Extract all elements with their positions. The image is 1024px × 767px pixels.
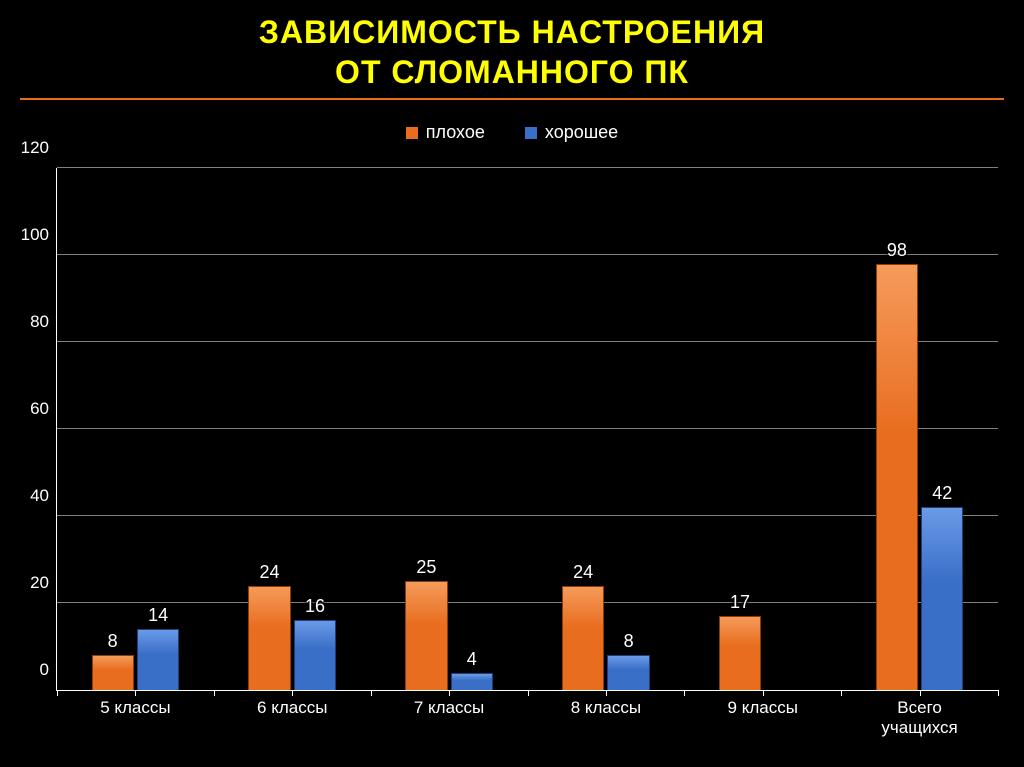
y-tick-label: 120 <box>21 138 57 158</box>
bar: 4 <box>451 673 493 690</box>
gridline <box>57 254 998 255</box>
gridline <box>57 167 998 168</box>
gridline <box>57 341 998 342</box>
legend-label-0: плохое <box>426 122 485 143</box>
bar-value-label: 4 <box>467 649 477 674</box>
title-line-1: ЗАВИСИМОСТЬ НАСТРОЕНИЯ <box>0 12 1024 52</box>
x-tick-label: 7 классы <box>414 690 484 718</box>
bar: 8 <box>607 655 649 690</box>
plot-area: 0204060801001205 классы8146 классы24167 … <box>56 168 998 691</box>
gridline <box>57 515 998 516</box>
x-tick-mark-boundary <box>371 690 372 696</box>
bar: 14 <box>137 629 179 690</box>
bar-value-label: 25 <box>416 557 436 582</box>
bar-value-label: 98 <box>887 240 907 265</box>
x-tick-label: 9 классы <box>728 690 798 718</box>
x-tick-mark-boundary <box>998 690 999 696</box>
bar-value-label: 8 <box>108 631 118 656</box>
title-region: ЗАВИСИМОСТЬ НАСТРОЕНИЯ ОТ СЛОМАННОГО ПК <box>0 0 1024 108</box>
bar: 98 <box>876 264 918 690</box>
x-tick-mark-boundary <box>684 690 685 696</box>
legend-swatch-0 <box>406 127 418 139</box>
x-tick-label: 5 классы <box>100 690 170 718</box>
title-underline <box>20 98 1004 100</box>
chart: 0204060801001205 классы8146 классы24167 … <box>14 160 1008 749</box>
bar-value-label: 16 <box>305 596 325 621</box>
x-tick-label: 8 классы <box>571 690 641 718</box>
y-tick-label: 100 <box>21 225 57 245</box>
bar: 17 <box>719 616 761 690</box>
y-tick-label: 0 <box>40 660 57 680</box>
y-tick-label: 80 <box>30 312 57 332</box>
legend-label-1: хорошее <box>545 122 618 143</box>
bar: 16 <box>294 620 336 690</box>
legend: плохое хорошее <box>0 122 1024 143</box>
bar-value-label: 42 <box>932 483 952 508</box>
bar-value-label: 24 <box>259 562 279 587</box>
y-tick-label: 60 <box>30 399 57 419</box>
gridline <box>57 428 998 429</box>
x-tick-mark-boundary <box>214 690 215 696</box>
gridline <box>57 602 998 603</box>
y-tick-label: 40 <box>30 486 57 506</box>
x-tick-label: 6 классы <box>257 690 327 718</box>
bar-value-label: 14 <box>148 605 168 630</box>
y-tick-label: 20 <box>30 573 57 593</box>
bar: 24 <box>248 586 290 690</box>
title-line-2: ОТ СЛОМАННОГО ПК <box>0 52 1024 92</box>
x-tick-label: Всего учащихся <box>881 690 957 739</box>
bar: 25 <box>405 581 447 690</box>
x-tick-mark-boundary <box>841 690 842 696</box>
legend-swatch-1 <box>525 127 537 139</box>
bar-value-label: 24 <box>573 562 593 587</box>
legend-item-1: хорошее <box>525 122 618 143</box>
bar-value-label: 8 <box>624 631 634 656</box>
legend-item-0: плохое <box>406 122 485 143</box>
bar: 24 <box>562 586 604 690</box>
x-tick-mark-boundary <box>528 690 529 696</box>
bar: 8 <box>92 655 134 690</box>
bar: 42 <box>921 507 963 690</box>
bar-value-label: 17 <box>730 592 750 617</box>
x-tick-mark-boundary <box>57 690 58 696</box>
